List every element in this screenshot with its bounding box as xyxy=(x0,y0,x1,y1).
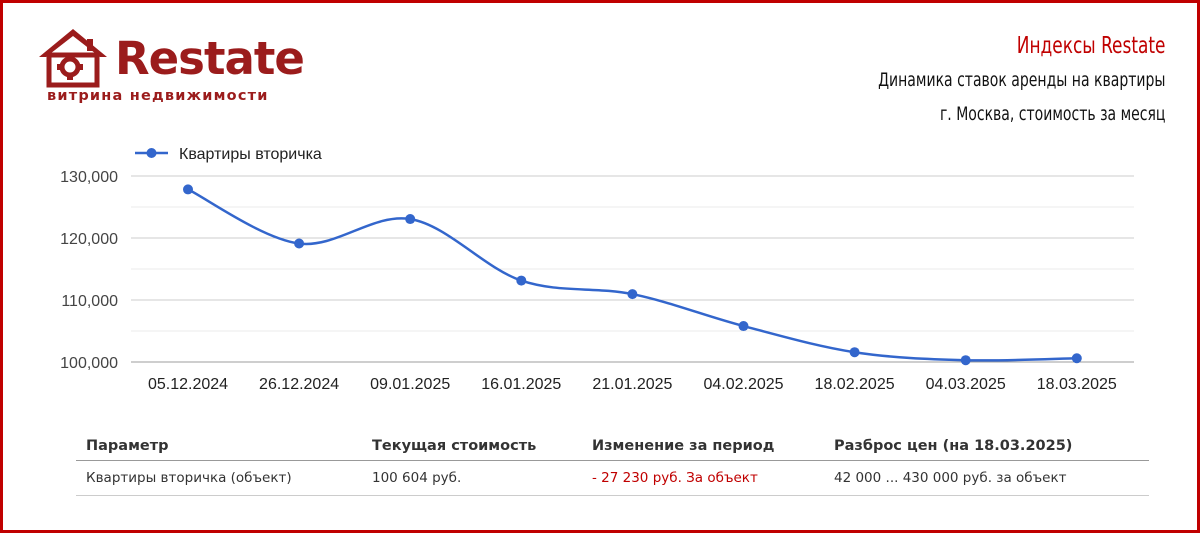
table-row: Квартиры вторичка (объект) 100 604 руб. … xyxy=(76,460,1149,496)
summary-table: Параметр Текущая стоимость Изменение за … xyxy=(76,431,1149,496)
index-title: Индексы Restate xyxy=(1016,33,1165,59)
x-tick-label: 18.02.2025 xyxy=(815,376,895,393)
legend-label: Квартиры вторичка xyxy=(179,146,322,163)
data-point xyxy=(627,289,638,300)
x-tick-label: 26.12.2024 xyxy=(259,376,339,393)
table-cell-range: 42 000 ... 430 000 руб. за объект xyxy=(824,460,1149,496)
table-cell-current: 100 604 руб. xyxy=(362,460,582,496)
x-tick-label: 05.12.2024 xyxy=(148,376,228,393)
table-cell-change: - 27 230 руб. За объект xyxy=(582,460,824,496)
line-chart: 100,000 110,000 120,000 130,000 05.12.2024 26… xyxy=(60,146,1134,393)
table-header-change: Изменение за период xyxy=(582,431,824,461)
y-tick-label: 100,000 xyxy=(60,355,118,372)
x-tick-label: 18.03.2025 xyxy=(1037,376,1117,393)
x-tick-label: 21.01.2025 xyxy=(592,376,672,393)
data-point xyxy=(405,214,416,225)
x-tick-label: 04.02.2025 xyxy=(703,376,783,393)
chart-title: Динамика ставок аренды на квартиры xyxy=(877,69,1165,91)
x-tick-label: 16.01.2025 xyxy=(481,376,561,393)
logo-subtitle: витрина недвижимости xyxy=(47,88,269,104)
y-tick-label: 120,000 xyxy=(60,231,118,248)
restate-logo[interactable]: Restate витрина недвижимости xyxy=(37,23,307,111)
y-tick-label: 130,000 xyxy=(60,169,118,186)
data-point xyxy=(183,184,193,195)
x-tick-label: 04.03.2025 xyxy=(926,376,1006,393)
data-point xyxy=(849,347,860,358)
data-point xyxy=(960,355,971,366)
table-header-row: Параметр Текущая стоимость Изменение за … xyxy=(76,431,1149,461)
chart-subtitle: г. Москва, стоимость за месяц xyxy=(939,103,1165,125)
chart-heading: Индексы Restate Динамика ставок аренды н… xyxy=(815,29,1165,131)
house-gear-icon xyxy=(39,29,107,88)
table-header-param: Параметр xyxy=(76,431,362,461)
series-line xyxy=(187,188,1077,362)
x-tick-label: 09.01.2025 xyxy=(370,376,450,393)
data-point xyxy=(1071,353,1082,364)
legend-marker xyxy=(146,148,157,158)
data-point xyxy=(294,238,305,249)
table-cell-param: Квартиры вторичка (объект) xyxy=(76,460,362,496)
data-point xyxy=(738,321,749,332)
logo-wordmark: Restate xyxy=(115,32,305,85)
y-tick-label: 110,000 xyxy=(61,293,118,310)
data-point xyxy=(516,275,527,286)
table-header-range: Разброс цен (на 18.03.2025) xyxy=(824,431,1149,461)
table-header-current: Текущая стоимость xyxy=(362,431,582,461)
